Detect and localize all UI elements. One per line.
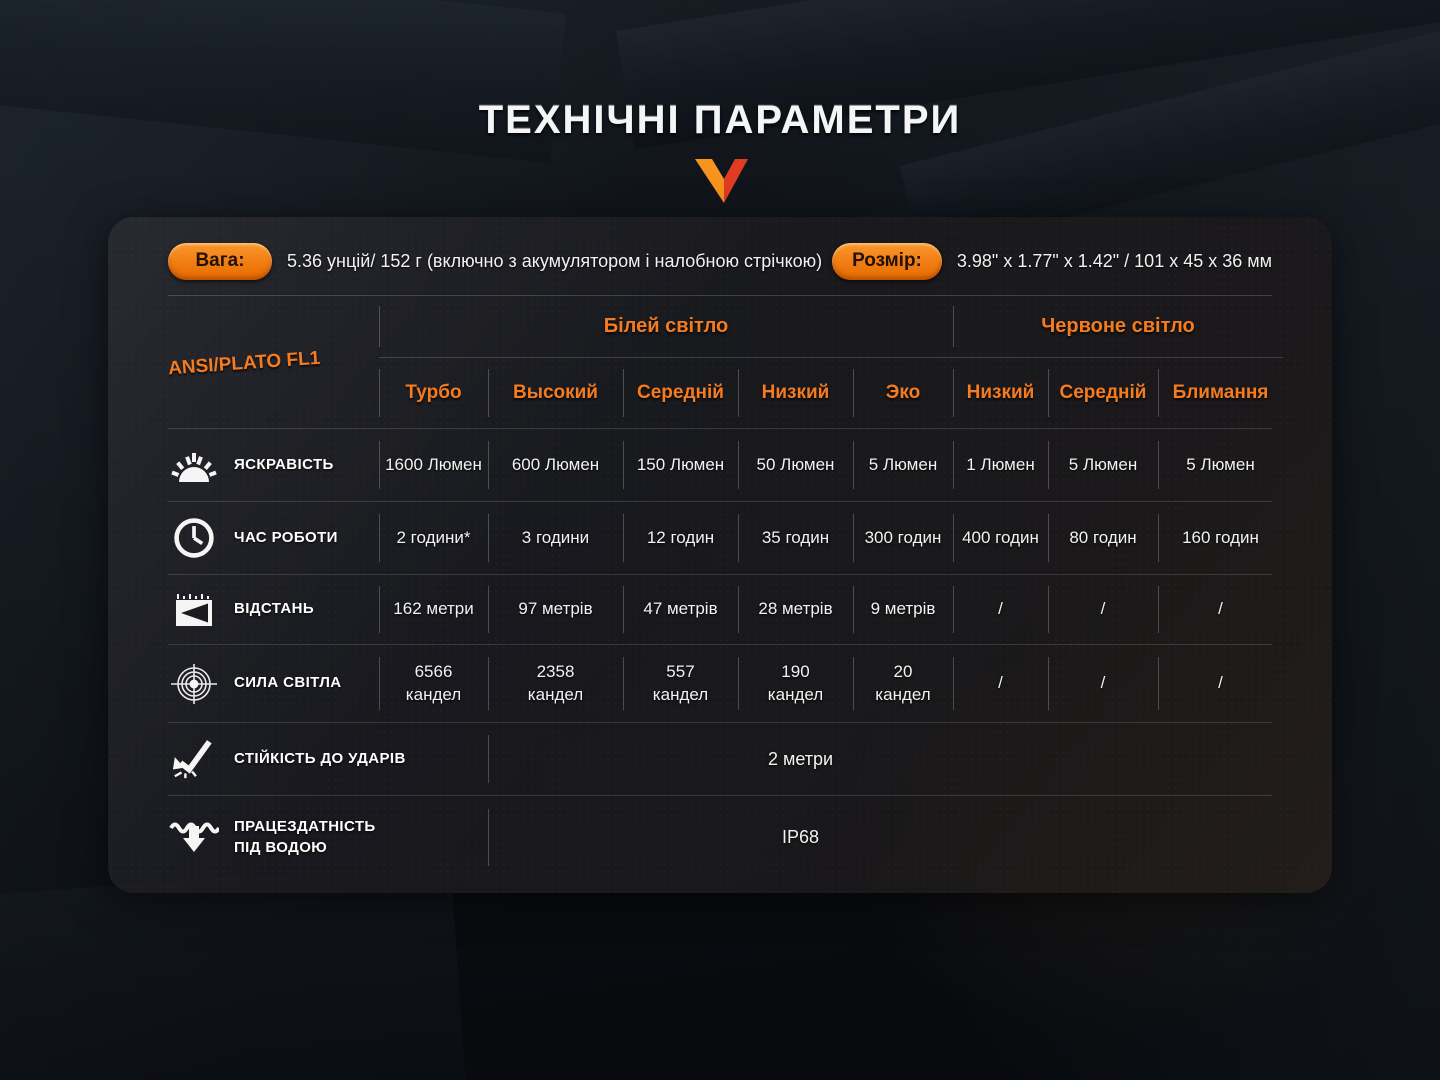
value-cell: 47 метрів xyxy=(623,575,738,644)
value-cell: / xyxy=(953,575,1048,644)
value-cell: 162 метри xyxy=(379,575,488,644)
value-cell: 300 годин xyxy=(853,502,953,574)
mode-header-medium: Середній xyxy=(623,358,738,428)
group-header-white-light: Білей світло xyxy=(379,296,953,358)
table-row-runtime: ЧАС РОБОТИ 2 години* 3 години 12 годин 3… xyxy=(168,501,1272,574)
row-label-runtime: ЧАС РОБОТИ xyxy=(168,516,379,560)
row-label-brightness: ЯСКРАВІСТЬ xyxy=(168,446,379,484)
size-badge: Розмір: xyxy=(832,242,942,280)
brightness-icon xyxy=(168,446,220,484)
group-header-red-light: Червоне світло xyxy=(953,296,1283,358)
value-cell: 5 Люмен xyxy=(1158,429,1283,501)
mode-header-red-medium: Середній xyxy=(1048,358,1158,428)
merged-value-waterproof: IP68 xyxy=(488,796,1283,879)
value-cell: / xyxy=(1048,645,1158,722)
size-value: 3.98" x 1.77" x 1.42" / 101 x 45 x 36 мм xyxy=(956,250,1272,271)
value-cell: 12 годин xyxy=(623,502,738,574)
value-cell: 1 Люмен xyxy=(953,429,1048,501)
table-row-intensity: СИЛА СВІТЛА 6566 кандел 2358 кандел 557 … xyxy=(168,644,1272,722)
value-cell: 600 Люмен xyxy=(488,429,623,501)
chevron-down-icon xyxy=(695,159,748,203)
value-cell: 150 Люмен xyxy=(623,429,738,501)
standard-label: ANSI/PLATO FL1 xyxy=(167,347,321,380)
value-cell: 50 Люмен xyxy=(738,429,853,501)
value-cell: 3 години xyxy=(488,502,623,574)
table-row-distance: ВІДСТАНЬ 162 метри 97 метрів 47 метрів 2… xyxy=(168,574,1272,644)
row-label-distance: ВІДСТАНЬ xyxy=(168,590,379,630)
mode-header-turbo: Турбо xyxy=(379,358,488,428)
merged-value-impact: 2 метри xyxy=(488,723,1283,795)
impact-icon xyxy=(168,737,220,781)
table-row-waterproof: ПРАЦЕЗДАТНІСТЬ ПІД ВОДОЮ IP68 xyxy=(168,795,1272,879)
mode-header-high: Высокий xyxy=(488,358,623,428)
value-cell: 400 годин xyxy=(953,502,1048,574)
value-cell: 190 кандел xyxy=(738,645,853,722)
row-label-waterproof: ПРАЦЕЗДАТНІСТЬ ПІД ВОДОЮ xyxy=(168,817,488,858)
value-cell: / xyxy=(1048,575,1158,644)
value-cell: / xyxy=(953,645,1048,722)
table-row-impact: СТІЙКІСТЬ ДО УДАРІВ 2 метри xyxy=(168,722,1272,795)
spec-table: ANSI/PLATO FL1 Білей світло Червоне світ… xyxy=(167,295,1283,879)
value-cell: 1600 Люмен xyxy=(379,429,488,501)
table-row-brightness: ЯСКРАВІСТЬ 1600 Люмен 600 Люмен 150 Люме… xyxy=(168,428,1272,501)
header: ТЕХНІЧНІ ПАРАМЕТРИ xyxy=(0,0,1440,203)
weight-value: 5.36 унцій/ 152 г (включно з акумуляторо… xyxy=(287,250,823,271)
mode-header-low: Низкий xyxy=(738,358,853,428)
background-pipe xyxy=(0,862,469,1080)
distance-icon xyxy=(168,590,220,630)
value-cell: 9 метрів xyxy=(853,575,953,644)
value-cell: 97 метрів xyxy=(488,575,623,644)
value-cell: 28 метрів xyxy=(738,575,853,644)
value-cell: / xyxy=(1158,575,1283,644)
spec-panel: Вага: 5.36 унцій/ 152 г (включно з акуму… xyxy=(108,217,1332,893)
weight-badge: Вага: xyxy=(168,242,272,280)
value-cell: / xyxy=(1158,645,1283,722)
value-cell: 5 Люмен xyxy=(1048,429,1158,501)
intensity-icon xyxy=(168,660,220,708)
value-cell: 35 годин xyxy=(738,502,853,574)
value-cell: 160 годин xyxy=(1158,502,1283,574)
row-label-intensity: СИЛА СВІТЛА xyxy=(168,660,379,708)
value-cell: 557 кандел xyxy=(623,645,738,722)
runtime-icon xyxy=(168,516,220,560)
value-cell: 20 кандел xyxy=(853,645,953,722)
value-cell: 80 годин xyxy=(1048,502,1158,574)
value-cell: 5 Люмен xyxy=(853,429,953,501)
page-title: ТЕХНІЧНІ ПАРАМЕТРИ xyxy=(478,98,962,142)
row-label-impact: СТІЙКІСТЬ ДО УДАРІВ xyxy=(168,737,488,781)
value-cell: 2 години* xyxy=(379,502,488,574)
waterproof-icon xyxy=(168,818,220,858)
value-cell: 6566 кандел xyxy=(379,645,488,722)
mode-header-red-low: Низкий xyxy=(953,358,1048,428)
meta-row: Вага: 5.36 унцій/ 152 г (включно з акуму… xyxy=(168,241,1272,281)
mode-header-red-flash: Блимання xyxy=(1158,358,1283,428)
value-cell: 2358 кандел xyxy=(488,645,623,722)
mode-header-eco: Эко xyxy=(853,358,953,428)
table-header: ANSI/PLATO FL1 Білей світло Червоне світ… xyxy=(167,296,1283,428)
